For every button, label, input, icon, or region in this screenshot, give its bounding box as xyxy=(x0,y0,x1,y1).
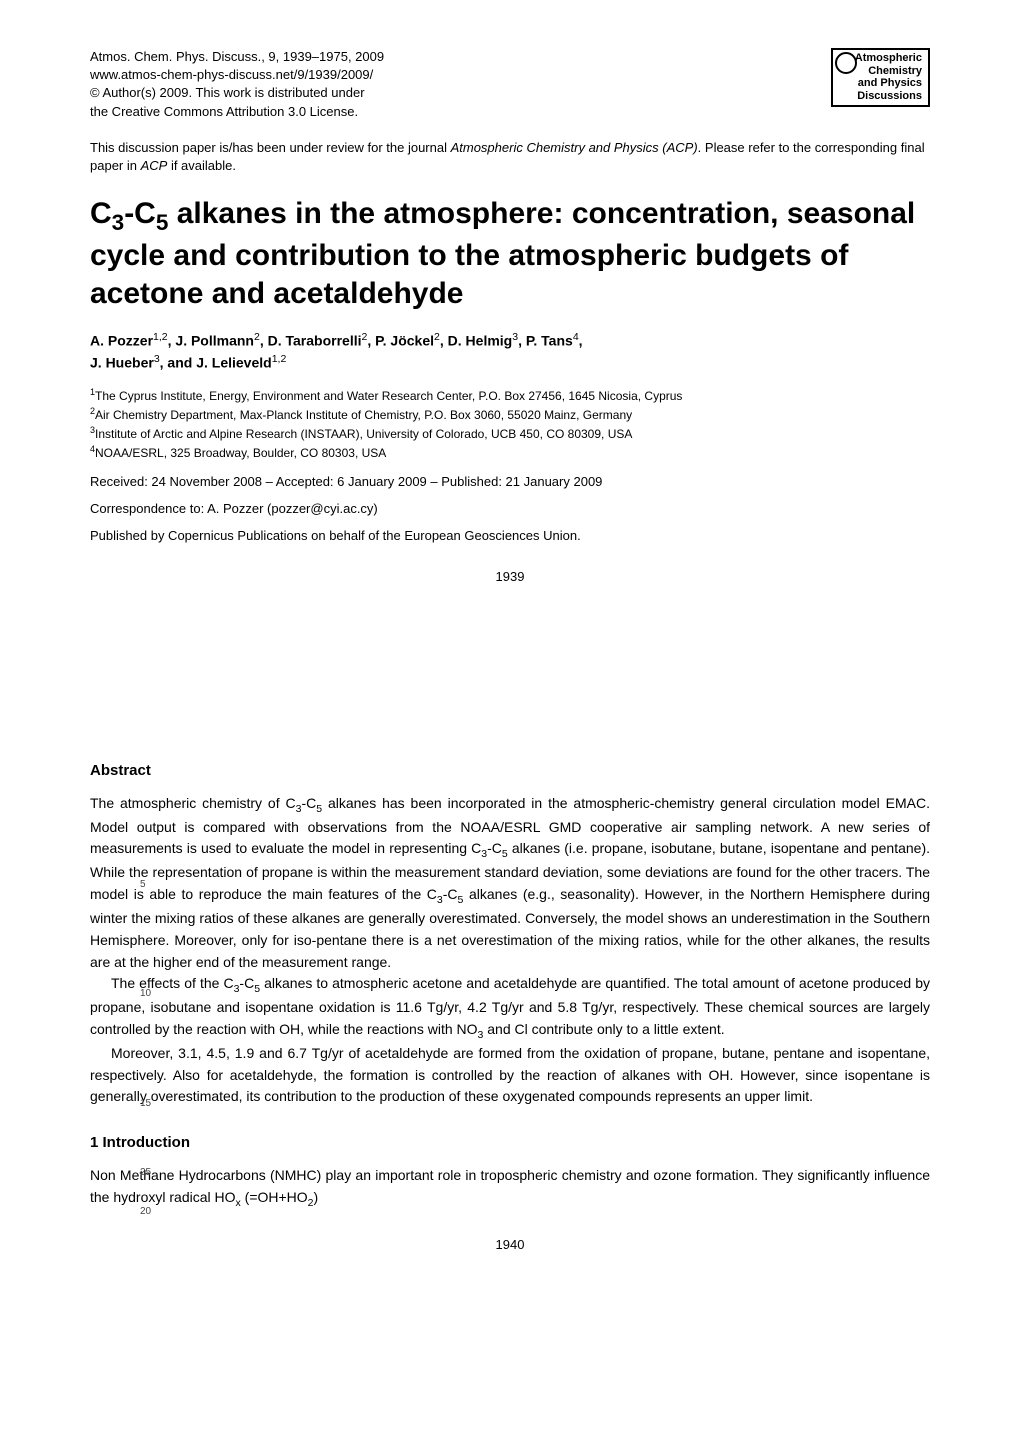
journal-url: www.atmos-chem-phys-discuss.net/9/1939/2… xyxy=(90,66,384,84)
abs-p1-mid: -C xyxy=(301,795,316,811)
line-number-15: 15 xyxy=(140,1096,151,1112)
logo-line-3: and Physics xyxy=(855,77,922,90)
abstract-para-2: The effects of the C3-C5 alkanes to atmo… xyxy=(90,973,930,1043)
line-number-25: 25 xyxy=(140,1165,151,1181)
journal-logo: Atmospheric Chemistry and Physics Discus… xyxy=(831,48,930,107)
intro-p1-c: ) xyxy=(314,1189,319,1205)
author-sep-3: , P. Jöckel xyxy=(367,333,434,349)
dates-line: Received: 24 November 2008 – Accepted: 6… xyxy=(90,474,930,489)
line-number-5: 5 xyxy=(140,877,146,893)
abstract-para-1: The atmospheric chemistry of C3-C5 alkan… xyxy=(90,793,930,974)
abs-p2-c: and Cl contribute only to a little exten… xyxy=(483,1021,724,1037)
correspondence-line: Correspondence to: A. Pozzer (pozzer@cyi… xyxy=(90,501,930,516)
intro-para-1: Non Methane Hydrocarbons (NMHC) play an … xyxy=(90,1165,930,1211)
logo-line-2: Chemistry xyxy=(855,65,922,78)
logo-box: Atmospheric Chemistry and Physics Discus… xyxy=(831,48,930,107)
abstract-heading: Abstract xyxy=(90,762,930,779)
page-number-2: 1940 xyxy=(90,1237,930,1252)
journal-reference: Atmos. Chem. Phys. Discuss., 9, 1939–197… xyxy=(90,48,384,66)
title-part-3: alkanes in the atmosphere: concentration… xyxy=(90,197,915,310)
author-1-affil: 1,2 xyxy=(153,331,168,343)
title-part-2: -C xyxy=(124,197,156,230)
abs-p1-a: The atmospheric chemistry of C xyxy=(90,795,296,811)
abstract-body: 5 10 15 20 The atmospheric chemistry of … xyxy=(90,793,930,1109)
intro-heading: 1 Introduction xyxy=(90,1134,930,1151)
line-number-10: 10 xyxy=(140,986,151,1002)
author-sep-2: , D. Taraborrelli xyxy=(260,333,362,349)
affiliation-4: 4NOAA/ESRL, 325 Broadway, Boulder, CO 80… xyxy=(90,443,930,462)
logo-line-4: Discussions xyxy=(855,90,922,103)
abs-p2a-mid: -C xyxy=(239,975,254,991)
affiliations-block: 1The Cyprus Institute, Energy, Environme… xyxy=(90,386,930,462)
review-note: This discussion paper is/has been under … xyxy=(90,139,930,175)
review-note-text-1: This discussion paper is/has been under … xyxy=(90,140,451,155)
author-sep-4: , D. Helmig xyxy=(440,333,512,349)
title-sub-1: 3 xyxy=(112,210,125,235)
page-break xyxy=(0,624,1020,714)
globe-icon xyxy=(835,52,857,74)
affil-4-text: NOAA/ESRL, 325 Broadway, Boulder, CO 803… xyxy=(95,446,386,460)
author-7: J. Hueber xyxy=(90,355,154,371)
author-1: A. Pozzer xyxy=(90,333,153,349)
intro-p1-b: (=OH+HO xyxy=(241,1189,308,1205)
copyright-line: © Author(s) 2009. This work is distribut… xyxy=(90,84,384,102)
abs-p1c-mid: -C xyxy=(443,886,458,902)
header-row: Atmos. Chem. Phys. Discuss., 9, 1939–197… xyxy=(90,48,930,121)
author-sep-1: , J. Pollmann xyxy=(168,333,254,349)
intro-body: 25 Non Methane Hydrocarbons (NMHC) play … xyxy=(90,1165,930,1211)
page-1: Atmos. Chem. Phys. Discuss., 9, 1939–197… xyxy=(0,0,1020,624)
affiliation-3: 3Institute of Arctic and Alpine Research… xyxy=(90,424,930,443)
title-sub-2: 5 xyxy=(156,210,169,235)
logo-line-1: Atmospheric xyxy=(855,52,922,65)
journal-info-block: Atmos. Chem. Phys. Discuss., 9, 1939–197… xyxy=(90,48,384,121)
affil-1-text: The Cyprus Institute, Energy, Environmen… xyxy=(95,389,682,403)
published-line: Published by Copernicus Publications on … xyxy=(90,528,930,543)
affiliation-2: 2Air Chemistry Department, Max-Planck In… xyxy=(90,405,930,424)
author-8-affil: 1,2 xyxy=(272,353,287,365)
page-2: Abstract 5 10 15 20 The atmospheric chem… xyxy=(0,714,1020,1292)
title-part-1: C xyxy=(90,197,112,230)
author-sep-7: , and J. Lelieveld xyxy=(160,355,272,371)
review-note-text-3: if available. xyxy=(167,158,236,173)
authors-block: A. Pozzer1,2, J. Pollmann2, D. Taraborre… xyxy=(90,330,930,373)
affil-2-text: Air Chemistry Department, Max-Planck Ins… xyxy=(95,408,632,422)
abs-p2-a: The effects of the C xyxy=(111,975,234,991)
abstract-para-3: Moreover, 3.1, 4.5, 1.9 and 6.7 Tg/yr of… xyxy=(90,1043,930,1108)
intro-p1-a: Non Methane Hydrocarbons (NMHC) play an … xyxy=(90,1167,930,1205)
paper-title: C3-C5 alkanes in the atmosphere: concent… xyxy=(90,195,930,312)
author-sep-5: , P. Tans xyxy=(518,333,573,349)
author-sep-6: , xyxy=(579,333,583,349)
abs-p1b-mid: -C xyxy=(487,840,502,856)
page-number-1: 1939 xyxy=(90,569,930,584)
license-line: the Creative Commons Attribution 3.0 Lic… xyxy=(90,103,384,121)
affil-3-text: Institute of Arctic and Alpine Research … xyxy=(95,427,632,441)
review-note-italic-2: ACP xyxy=(141,158,168,173)
affiliation-1: 1The Cyprus Institute, Energy, Environme… xyxy=(90,386,930,405)
review-note-italic-1: Atmospheric Chemistry and Physics (ACP) xyxy=(451,140,698,155)
